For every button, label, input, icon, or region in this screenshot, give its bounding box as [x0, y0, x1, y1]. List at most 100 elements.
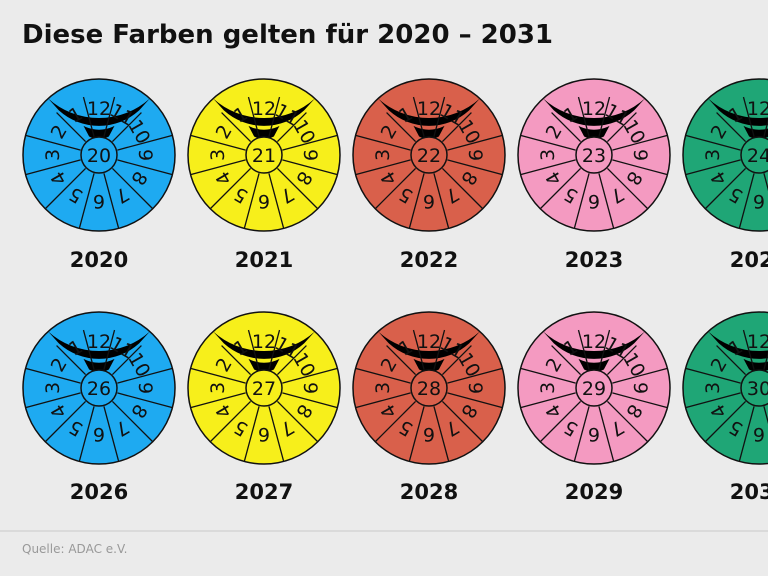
sticker-divider: [355, 159, 411, 176]
sticker-divider: [276, 345, 307, 376]
sticker: 12345678910111224: [682, 78, 768, 232]
month-number: 3: [702, 149, 724, 161]
sticker-divider: [738, 406, 755, 462]
sticker-divider: [606, 400, 649, 443]
sticker-top-band: [213, 331, 315, 359]
sticker-divider: [763, 173, 768, 192]
sticker-divider: [577, 96, 590, 137]
sticker-divider: [25, 367, 81, 384]
sticker-divider: [247, 329, 260, 370]
sticker-number: 29: [582, 378, 606, 400]
month-number: 3: [702, 382, 724, 394]
sticker-divider: [190, 367, 246, 384]
year-label: 2026: [70, 480, 128, 504]
sticker-center: [410, 369, 448, 407]
sticker-divider: [82, 96, 95, 137]
sticker-divider: [25, 159, 81, 176]
month-number: 9: [299, 382, 321, 394]
sticker-top-band: [48, 331, 150, 359]
sticker-divider: [268, 329, 281, 370]
sticker-number: 23: [582, 145, 606, 167]
sticker-divider: [685, 159, 741, 176]
sticker-divider: [103, 173, 120, 229]
month-number: 3: [207, 382, 229, 394]
sticker-center: [740, 369, 768, 407]
month-number: 9: [464, 382, 486, 394]
month-number: 12: [417, 98, 441, 120]
sticker-top-band: [378, 98, 480, 126]
month-number: 3: [372, 149, 394, 161]
sticker-number: 20: [87, 145, 111, 167]
sticker-top-band: [378, 331, 480, 359]
sticker-divider: [685, 134, 741, 151]
month-number: 12: [87, 98, 111, 120]
sticker-number: 30: [747, 378, 768, 400]
month-number: 9: [134, 382, 156, 394]
sticker-divider: [612, 134, 668, 151]
sticker-number: 26: [87, 378, 111, 400]
month-number: 6: [93, 423, 105, 445]
month-number: 11: [766, 100, 768, 131]
sticker-divider: [539, 400, 582, 443]
sticker-divider: [412, 329, 425, 370]
year-label: 2030: [730, 480, 768, 504]
sticker-divider: [221, 112, 252, 143]
sticker-center: [410, 136, 448, 174]
sticker-divider: [117, 367, 173, 384]
sticker-divider: [268, 406, 285, 462]
sticker-divider: [44, 167, 87, 210]
sticker-disc: [682, 78, 768, 232]
sticker-divider: [742, 96, 755, 137]
sticker-divider: [520, 159, 576, 176]
sticker-divider: [433, 96, 446, 137]
month-number: 9: [299, 149, 321, 161]
sticker-divider: [447, 159, 503, 176]
month-number: 3: [42, 382, 64, 394]
sticker-divider: [704, 167, 747, 210]
sticker-inner-mark: [83, 125, 115, 139]
sticker-divider: [573, 173, 590, 229]
month-number: 12: [747, 331, 768, 353]
year-label: 2021: [235, 248, 293, 272]
sticker-divider: [78, 406, 95, 462]
year-label: 2027: [235, 480, 293, 504]
sticker-divider: [111, 112, 142, 143]
sticker-divider: [117, 392, 173, 409]
year-label: 2024: [730, 248, 768, 272]
sticker-divider: [598, 406, 615, 462]
sticker-divider: [190, 134, 246, 151]
sticker-divider: [606, 345, 637, 376]
sticker-divider: [111, 400, 154, 443]
sticker-divider: [25, 134, 81, 151]
month-number: 6: [258, 190, 270, 212]
sticker-center: [80, 136, 118, 174]
month-number: 12: [582, 331, 606, 353]
sticker-divider: [268, 173, 285, 229]
month-number: 12: [87, 331, 111, 353]
sticker-top-band: [213, 98, 315, 126]
sticker-center: [245, 136, 283, 174]
month-number: 12: [582, 98, 606, 120]
sticker-divider: [763, 351, 768, 370]
sticker-divider: [386, 345, 417, 376]
sticker-top-band: [708, 98, 768, 126]
sticker-inner-mark: [413, 125, 445, 139]
sticker-divider: [441, 167, 484, 210]
sticker-divider: [738, 173, 755, 229]
sticker-divider: [243, 173, 260, 229]
sticker-divider: [742, 329, 755, 370]
sticker-divider: [78, 173, 95, 229]
month-number: 9: [134, 149, 156, 161]
sticker-divider: [441, 400, 484, 443]
month-number: 6: [258, 423, 270, 445]
sticker-divider: [56, 345, 87, 376]
month-number: 12: [747, 98, 768, 120]
sticker-inner-mark: [83, 358, 115, 372]
sticker-divider: [577, 329, 590, 370]
sticker-divider: [551, 345, 582, 376]
sticker-divider: [612, 159, 668, 176]
